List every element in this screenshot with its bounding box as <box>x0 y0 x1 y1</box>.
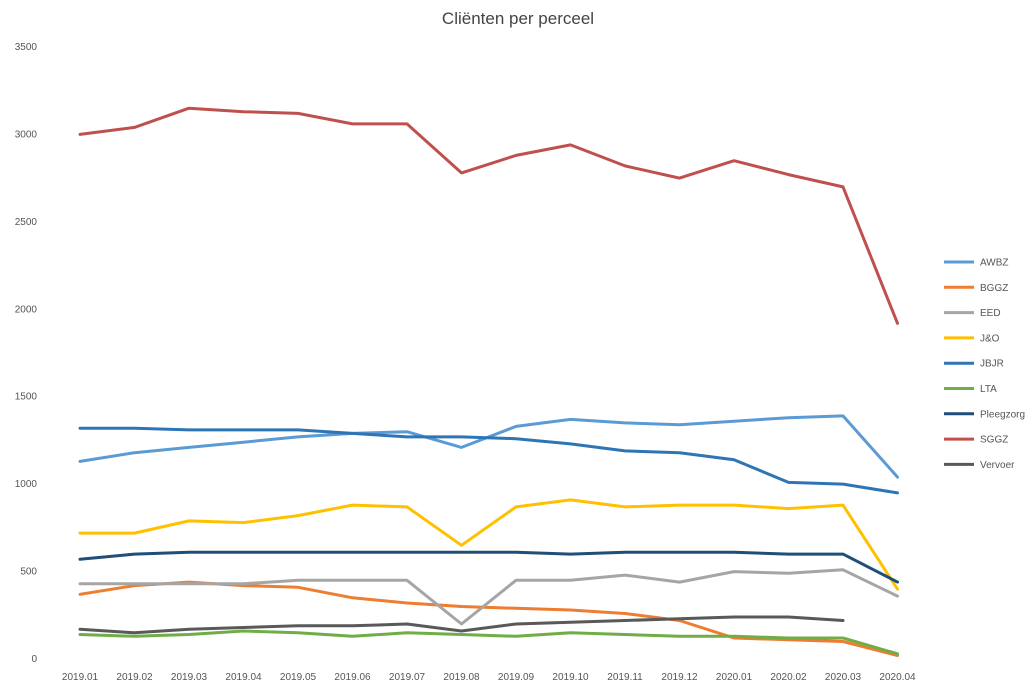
series-line-pleegzorg <box>78 550 899 584</box>
series-line-eed <box>78 568 899 626</box>
series-line-lta <box>78 629 899 656</box>
legend-label-pleegzorg: Pleegzorg <box>980 409 1025 420</box>
legend-label-vervoer: Vervoer <box>980 460 1015 471</box>
x-tick-label: 2019.11 <box>607 672 643 683</box>
series-line-j-o <box>78 498 899 591</box>
legend-label-bggz: BGGZ <box>980 283 1008 294</box>
legend-label-j-o: J&O <box>980 333 1000 344</box>
chart-title: Cliënten per perceel <box>442 9 594 28</box>
y-tick-label: 1500 <box>15 392 38 403</box>
x-tick-label: 2020.02 <box>770 672 807 683</box>
x-tick-label: 2019.09 <box>498 672 535 683</box>
series-line-vervoer <box>78 615 845 635</box>
legend-label-sggz: SGGZ <box>980 435 1008 446</box>
y-tick-label: 1000 <box>15 479 38 490</box>
x-tick-label: 2020.04 <box>879 672 916 683</box>
y-tick-label: 0 <box>31 654 37 665</box>
x-tick-label: 2019.04 <box>225 672 262 683</box>
plot-area <box>78 106 899 657</box>
x-tick-label: 2019.06 <box>334 672 371 683</box>
legend-label-jbjr: JBJR <box>980 359 1004 370</box>
x-tick-label: 2020.03 <box>825 672 862 683</box>
legend-label-awbz: AWBZ <box>980 258 1009 269</box>
x-tick-label: 2019.12 <box>661 672 698 683</box>
series-line-awbz <box>78 414 899 479</box>
series-line-sggz <box>78 106 899 325</box>
y-tick-label: 3000 <box>15 129 38 140</box>
series-line-bggz <box>78 580 899 657</box>
x-tick-label: 2019.07 <box>389 672 426 683</box>
legend-label-lta: LTA <box>980 384 997 395</box>
x-tick-label: 2019.08 <box>443 672 480 683</box>
x-tick-label: 2019.10 <box>552 672 589 683</box>
legend: AWBZ BGGZ EED J&O JBJR LTA Pleegzorg SGGZ Vervoe… <box>944 258 1025 471</box>
y-tick-label: 2500 <box>15 217 38 228</box>
x-tick-label: 2020.01 <box>716 672 753 683</box>
y-tick-label: 3500 <box>15 42 38 53</box>
y-axis: 0 500 1000 1500 2000 2500 3000 3500 <box>15 42 38 665</box>
y-tick-label: 500 <box>20 567 37 578</box>
x-axis: 2019.01 2019.02 2019.03 2019.04 2019.05 2019.… <box>62 672 916 683</box>
x-tick-label: 2019.02 <box>116 672 153 683</box>
x-tick-label: 2019.05 <box>280 672 317 683</box>
x-tick-label: 2019.03 <box>171 672 208 683</box>
y-tick-label: 2000 <box>15 304 38 315</box>
legend-label-eed: EED <box>980 308 1001 319</box>
x-tick-label: 2019.01 <box>62 672 99 683</box>
series-line-jbjr <box>78 426 899 495</box>
